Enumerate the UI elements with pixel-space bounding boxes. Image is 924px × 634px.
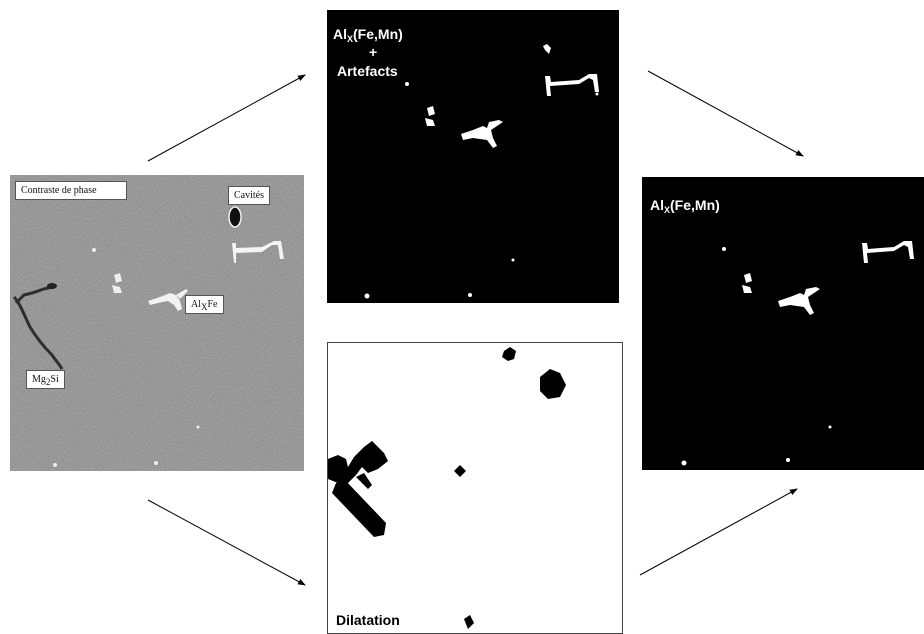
particle-center <box>461 120 503 148</box>
dilation-image: Dilatation <box>327 342 623 634</box>
result-particle-left-b <box>742 285 752 293</box>
result-particle-left-a <box>744 273 752 283</box>
result-particle-center <box>778 287 820 315</box>
result-shapes <box>681 241 914 466</box>
threshold-title: AlX(Fe,Mn) <box>333 26 403 44</box>
dilated-blob-left-cluster <box>328 441 388 483</box>
arrow-dilation-to-result <box>639 488 798 576</box>
alxfe-particle-top-right <box>232 241 284 263</box>
particle-left-b <box>425 118 435 126</box>
label-mg2si: Mg2Si <box>26 370 65 389</box>
final-alx-fe-mn-image: AlX(Fe,Mn) <box>642 177 924 470</box>
label-alxfe: AlXFe <box>185 295 224 314</box>
dilated-blob-mid <box>454 465 466 477</box>
result-particle-bar <box>862 241 914 263</box>
threshold-plus: + <box>369 44 378 60</box>
dilated-diagonal-streak <box>332 479 386 537</box>
dilation-label: Dilatation <box>336 612 400 628</box>
mg2si-phase-shape <box>12 285 64 370</box>
phase-contrast-micrograph: Contraste de phase Cavités AlXFe Mg2Si <box>10 175 304 471</box>
alxfe-particle-left-b <box>112 285 122 293</box>
particle-top-right-bar <box>545 74 599 96</box>
result-title: AlX(Fe,Mn) <box>650 197 720 215</box>
threshold-shapes <box>364 44 599 299</box>
particle-left-a <box>427 106 435 116</box>
cavity-shape <box>228 206 242 228</box>
dilated-blob-bottom <box>464 615 474 629</box>
alxfe-particle-center <box>148 289 188 311</box>
label-phase-contrast: Contraste de phase <box>15 181 127 200</box>
arrow-source-to-threshold <box>147 74 306 162</box>
label-cavities: Cavités <box>228 186 270 205</box>
micrograph-image <box>10 175 304 471</box>
dilation-shapes <box>328 347 566 629</box>
arrow-threshold-to-result <box>647 70 804 157</box>
alxfe-particle-left-a <box>114 273 122 283</box>
dilated-blob-top <box>502 347 516 361</box>
threshold-binary-image: AlX(Fe,Mn) + Artefacts <box>327 10 619 303</box>
threshold-artefacts: Artefacts <box>337 63 398 79</box>
dilated-blob-right <box>540 369 566 399</box>
dilated-arm-small <box>356 473 372 489</box>
arrow-source-to-dilation <box>147 499 306 586</box>
particle-small-top <box>543 44 551 54</box>
